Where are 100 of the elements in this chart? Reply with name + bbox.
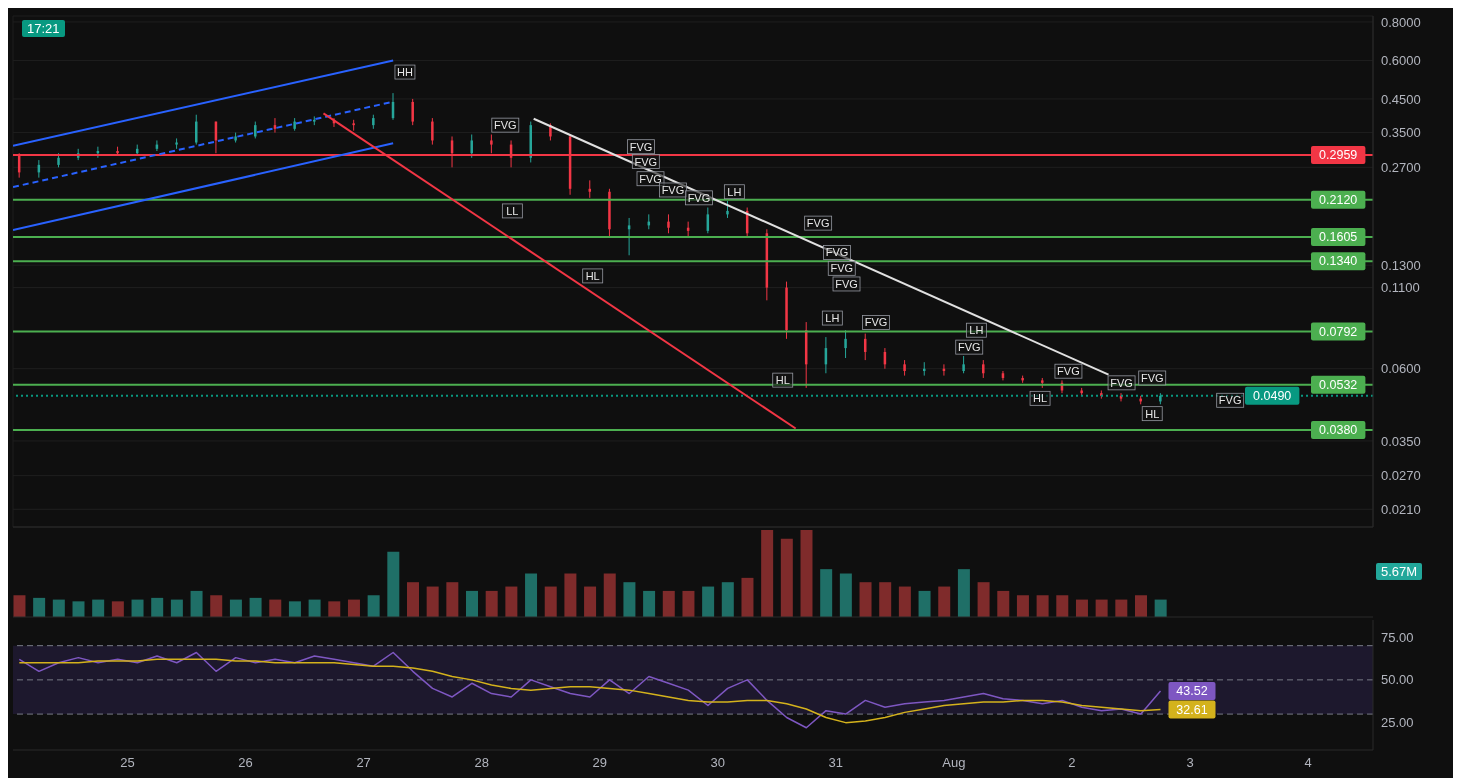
bar: [229, 599, 242, 617]
bar: [505, 586, 518, 617]
y-tick-label: 0.0600: [1381, 361, 1421, 377]
bar: [820, 569, 833, 617]
annotation: FVG: [629, 140, 653, 153]
bar: [800, 530, 813, 617]
y-tick-label: 50.00: [1381, 672, 1414, 688]
bar: [918, 590, 931, 617]
bar: [859, 582, 872, 617]
y-tick-label: 0.6000: [1381, 53, 1421, 69]
line-series: [18, 651, 1162, 729]
bar: [269, 599, 282, 617]
annotation: FVG: [806, 217, 830, 230]
bar: [1056, 595, 1069, 617]
annotation: FVG: [634, 155, 658, 168]
bar: [92, 599, 105, 617]
bar: [111, 601, 124, 617]
x-tick-label: 2: [1068, 755, 1076, 771]
bar: [898, 586, 911, 617]
bar: [131, 599, 144, 617]
bar: [308, 599, 321, 617]
bar: [170, 599, 183, 617]
x-tick-label: 31: [828, 755, 844, 771]
candlestick: [175, 137, 178, 150]
y-tick-label: 0.0270: [1381, 468, 1421, 484]
candlestick: [195, 114, 198, 146]
annotation: LL: [506, 204, 519, 217]
bar: [623, 582, 636, 617]
annotation: FVG: [830, 262, 854, 275]
bar: [682, 590, 695, 617]
annotation: FVG: [661, 183, 685, 196]
annotation: LH: [825, 312, 840, 325]
ref-line-label: 0.0380: [1319, 422, 1358, 437]
bar: [210, 595, 223, 617]
annotation: LH: [727, 185, 742, 198]
ref-line-label: 0.0792: [1319, 324, 1358, 339]
bar: [387, 551, 400, 617]
bar: [839, 573, 852, 617]
bar: [662, 590, 675, 617]
annotation: 17:21: [22, 20, 65, 37]
bar: [1115, 599, 1128, 617]
x-tick-label: 3: [1186, 755, 1194, 771]
x-tick-label: 28: [474, 755, 489, 771]
bar: [721, 582, 734, 617]
y-tick-label: 0.1100: [1381, 280, 1420, 296]
bar: [1134, 595, 1147, 617]
bar: [1095, 599, 1108, 617]
bar: [190, 590, 203, 617]
candlestick: [431, 117, 434, 146]
bar: [977, 582, 990, 617]
y-tick-label: 75.00: [1381, 629, 1414, 645]
bar: [151, 597, 164, 617]
ref-line-label: 0.2959: [1319, 148, 1358, 163]
data-label: 43.52: [1176, 683, 1208, 698]
bar: [564, 573, 577, 617]
data-label: 32.61: [1176, 702, 1208, 717]
y-tick-label: 0.4500: [1381, 91, 1421, 107]
bar: [328, 601, 341, 617]
bar: [741, 577, 754, 617]
bar: [466, 590, 479, 617]
annotation: FVG: [1140, 371, 1164, 384]
annotation: FVG: [864, 316, 888, 329]
bar: [406, 582, 419, 617]
bar: [780, 538, 793, 617]
bar: [446, 582, 459, 617]
ref-line-label: 0.2120: [1319, 192, 1358, 207]
bar: [52, 599, 65, 617]
x-tick-label: Aug: [942, 755, 966, 771]
annotation: FVG: [493, 119, 517, 132]
y-tick-label: 0.3500: [1381, 125, 1421, 141]
annotation: FVG: [1057, 365, 1080, 378]
bar: [249, 597, 262, 617]
bar: [525, 573, 538, 617]
y-tick-label: 0.2700: [1381, 159, 1421, 175]
annotation: HL: [775, 374, 790, 387]
bar: [426, 586, 439, 617]
candlestick: [470, 134, 473, 159]
x-tick-label: 27: [356, 755, 371, 771]
bar: [1036, 595, 1049, 617]
bar: [347, 599, 360, 617]
x-tick-label: 30: [710, 755, 726, 771]
text: 5.67M: [1376, 563, 1423, 580]
y-tick-label: 0.0210: [1381, 501, 1421, 517]
bar: [603, 573, 616, 617]
candlestick: [667, 213, 670, 234]
bar: [997, 590, 1010, 617]
x-tick-label: 29: [592, 755, 607, 771]
ref-line-label: 0.0490: [1253, 388, 1292, 403]
x-tick-label: 26: [238, 755, 253, 771]
annotation: FVG: [957, 341, 981, 354]
bar: [544, 586, 557, 617]
annotation: FVG: [639, 172, 662, 185]
bar: [33, 597, 46, 617]
bar: [761, 530, 774, 617]
annotation: HL: [1033, 392, 1048, 405]
bar: [13, 595, 26, 617]
bar: [702, 586, 715, 617]
bar: [938, 586, 951, 617]
bar: [367, 595, 380, 617]
annotation: FVG: [1218, 394, 1242, 407]
